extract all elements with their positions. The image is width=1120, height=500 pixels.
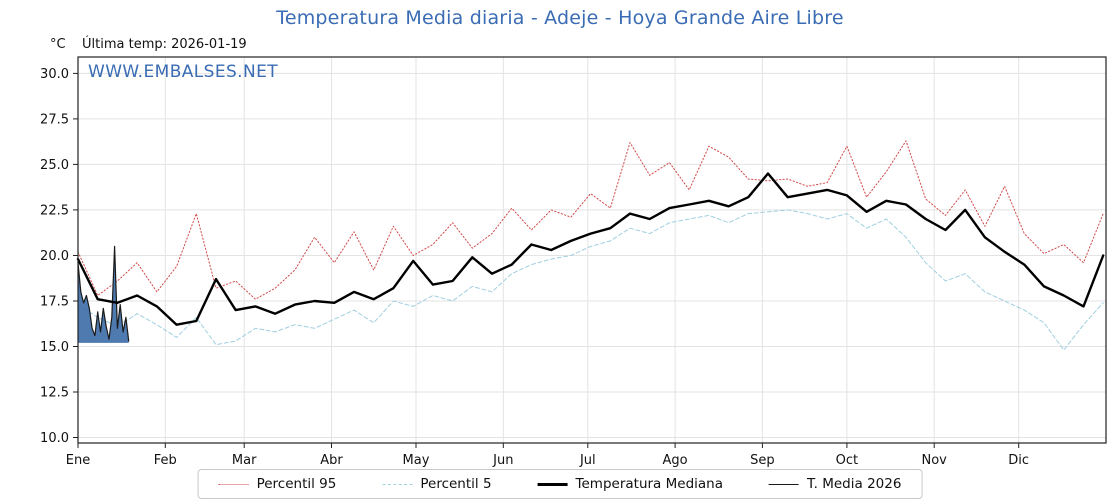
x-tick-label: Ene [66,453,90,468]
y-tick-label: 17.5 [40,295,69,310]
percentil-95-line-icon [218,483,249,485]
series-percentil-5 [77,209,1104,351]
legend-label-t-media-2026: T. Media 2026 [807,476,902,492]
series-t-media-2026 [77,245,130,342]
x-tick-label: Jun [492,453,513,468]
legend-label-percentil-95: Percentil 95 [256,476,337,492]
x-tick-label: Dic [1008,453,1029,468]
y-axis-unit-label: °C [50,37,66,52]
x-tick-label: Feb [154,453,177,468]
temperatura-mediana-line-icon [537,482,568,486]
t-media-2026-line-icon [769,483,799,485]
percentil-5-line-icon [382,483,413,485]
legend-entry-mediana: Temperatura Mediana [537,476,723,492]
series-temperatura-mediana [76,172,1105,326]
y-tick-label: 12.5 [40,386,69,401]
x-tick-label: May [403,453,430,468]
legend-entry-t-media-2026: T. Media 2026 [769,476,901,492]
y-tick-label: 25.0 [40,158,69,173]
y-tick-label: 22.5 [40,203,69,218]
x-tick-label: Mar [232,453,257,468]
y-tick-label: 10.0 [40,431,69,446]
legend-label-percentil-5: Percentil 5 [420,476,492,492]
x-tick-label: Nov [922,453,948,468]
x-tick-label: Jul [579,453,596,468]
x-tick-label: Abr [320,453,343,468]
current-year-fill [78,246,129,343]
y-tick-label: 30.0 [40,67,69,82]
x-tick-label: Oct [836,453,858,468]
legend-entry-percentil-5: Percentil 5 [382,476,492,492]
x-tick-label: Sep [750,453,775,468]
legend-label-mediana: Temperatura Mediana [575,476,723,492]
legend-entry-percentil-95: Percentil 95 [218,476,337,492]
legend: Percentil 95 Percentil 5 Temperatura Med… [197,469,923,499]
y-tick-label: 15.0 [40,340,69,355]
x-tick-label: Ago [663,453,688,468]
series-percentil-95 [77,140,1104,300]
watermark: WWW.EMBALSES.NET [88,62,279,82]
last-temp-label: Última temp: 2026-01-19 [82,37,247,52]
axis-box [77,56,1107,444]
chart-title: Temperatura Media diaria - Adeje - Hoya … [276,7,844,29]
y-tick-label: 27.5 [40,112,69,127]
y-tick-label: 20.0 [40,249,69,264]
